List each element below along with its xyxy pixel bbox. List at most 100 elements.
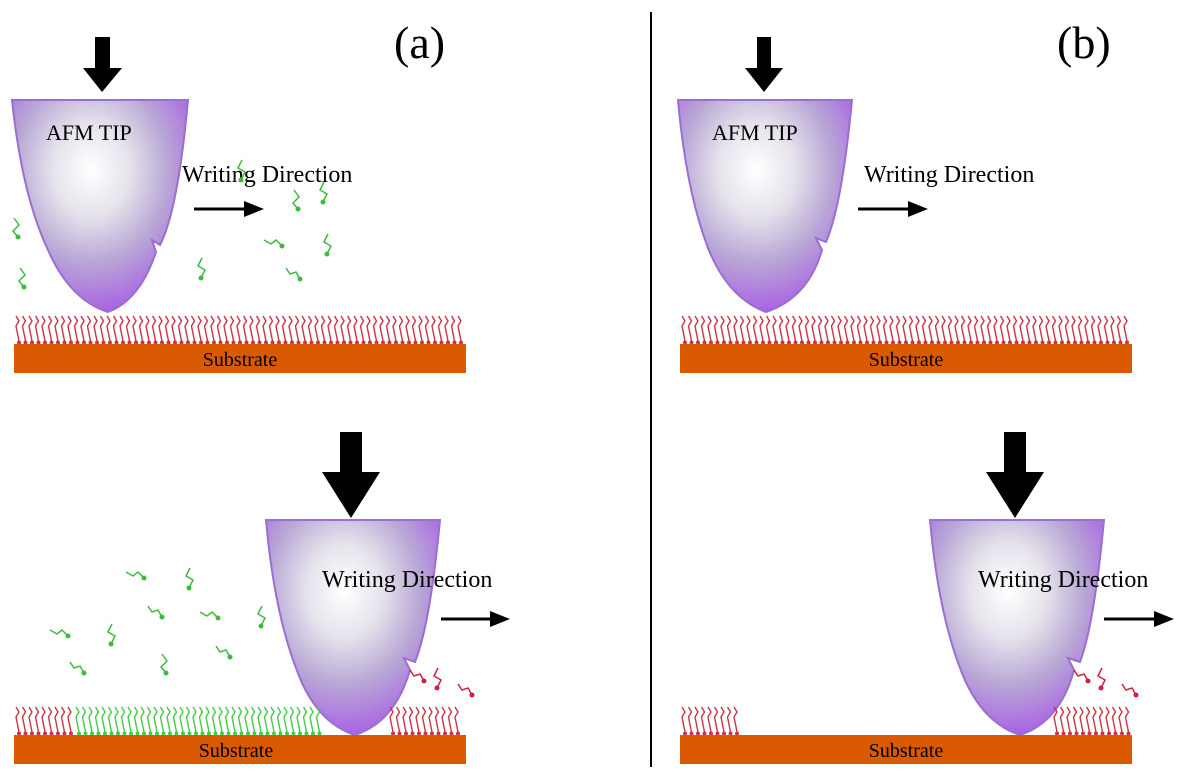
pressure-arrow <box>745 37 783 92</box>
sam-chain <box>869 315 875 342</box>
sam-chain <box>395 706 401 733</box>
sam-chain-head <box>404 731 408 736</box>
sam-chain-head <box>1061 731 1066 736</box>
molecule-head <box>297 276 303 282</box>
sam-chain-new-head <box>252 731 257 736</box>
molecule <box>263 238 283 247</box>
sam-chain-new <box>75 706 80 733</box>
sam-chain-head <box>23 340 28 345</box>
sam-chain-head <box>1081 731 1085 736</box>
sam-chain-new <box>120 706 126 733</box>
sam-chain <box>1118 706 1123 733</box>
ink-molecules <box>49 567 266 676</box>
sam-chain <box>687 315 693 342</box>
sam-chain <box>353 315 358 342</box>
sam-chain <box>960 315 966 342</box>
sam-chain-head <box>423 731 428 736</box>
sam-chain-new <box>94 706 100 733</box>
sam-chain-head <box>702 731 707 736</box>
sam-chain <box>752 315 758 342</box>
sam-chain <box>1038 315 1044 342</box>
sam-chain-new <box>127 706 132 733</box>
sam-chain-head <box>75 340 80 345</box>
sam-chain-head <box>400 340 405 345</box>
sam-layer <box>681 315 1129 345</box>
sam-chain-head <box>140 340 145 345</box>
sam-chain-head <box>1079 340 1084 345</box>
sam-chain-head <box>1126 731 1131 736</box>
sam-chain-new-head <box>246 731 250 736</box>
afm-tip <box>10 99 190 314</box>
sam-chain-new <box>315 706 321 733</box>
sam-chain <box>837 315 842 342</box>
sam-chain-head <box>754 340 759 345</box>
sam-chain-new-head <box>148 731 153 736</box>
sam-chain-head <box>62 731 67 736</box>
sam-chain-head <box>1118 340 1123 345</box>
sam-chain <box>687 706 693 733</box>
sam-chain-head <box>17 340 21 345</box>
molecule <box>49 628 69 637</box>
molecule-head <box>295 206 301 212</box>
sam-chain <box>405 315 410 342</box>
sam-chain <box>60 706 66 733</box>
sam-chain <box>726 315 732 342</box>
sam-chain <box>431 315 436 342</box>
sam-chain-new-head <box>194 731 198 736</box>
sam-chain-head <box>303 340 307 345</box>
sam-chain-new-head <box>109 731 114 736</box>
sam-chain <box>811 315 816 342</box>
substrate-label: Substrate <box>199 740 274 762</box>
sam-chain <box>106 315 111 342</box>
sam-chain-new <box>185 706 191 733</box>
sam-chain-new <box>270 706 275 733</box>
sam-chain-head <box>397 731 402 736</box>
sam-chain <box>86 315 92 342</box>
sam-chain-head <box>735 731 739 736</box>
sam-layer <box>15 315 463 345</box>
sam-chain <box>418 315 423 342</box>
molecule-head <box>1098 685 1104 691</box>
sam-chain <box>314 315 319 342</box>
sam-chain <box>707 315 712 342</box>
sam-chain <box>882 315 888 342</box>
sam-chain-new <box>81 706 87 733</box>
sam-chain-head <box>452 340 457 345</box>
sam-chain <box>720 706 725 733</box>
sam-chain <box>973 315 979 342</box>
sam-chain <box>921 315 927 342</box>
sam-chain-new-head <box>83 731 88 736</box>
substrate-label: Substrate <box>203 349 278 371</box>
sam-chain <box>1123 315 1128 342</box>
sam-chain-head <box>1055 731 1059 736</box>
sam-chain <box>1006 315 1011 342</box>
sam-chain-new <box>244 706 249 733</box>
sam-chain-head <box>904 340 908 345</box>
molecule <box>237 159 246 181</box>
sam-chain-head <box>1074 731 1079 736</box>
sam-chain <box>850 315 855 342</box>
sam-chain <box>928 315 933 342</box>
sam-chain-head <box>134 340 138 345</box>
sam-chain <box>372 315 378 342</box>
panel-b-bottom: Writing Direction Substrate <box>680 432 1174 764</box>
sam-chain-new <box>250 706 256 733</box>
sam-chain <box>80 315 85 342</box>
sam-chain-head <box>147 340 151 345</box>
sam-chain <box>262 315 267 342</box>
molecule-head <box>215 615 221 621</box>
sam-chain-head <box>309 340 314 345</box>
sam-chain-head <box>69 340 73 345</box>
sam-chain-head <box>30 340 34 345</box>
sam-chain <box>408 706 414 733</box>
sam-chain-head <box>878 340 882 345</box>
sam-chain <box>203 315 209 342</box>
sam-chain <box>389 706 394 733</box>
sam-chain <box>333 315 339 342</box>
sam-chain <box>327 315 332 342</box>
sam-chain <box>759 315 764 342</box>
sam-chain <box>1111 706 1117 733</box>
afm-tip <box>676 99 854 314</box>
sam-chain <box>1064 315 1070 342</box>
sam-chain-head <box>949 340 954 345</box>
